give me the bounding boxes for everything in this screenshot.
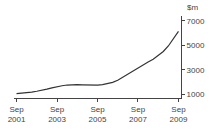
svg-text:5000: 5000 (187, 41, 205, 50)
svg-text:$m: $m (187, 3, 198, 12)
svg-text:Sep2009: Sep2009 (170, 105, 188, 124)
svg-text:3000: 3000 (187, 66, 205, 75)
svg-text:Sep2001: Sep2001 (8, 105, 26, 124)
svg-text:Sep2003: Sep2003 (48, 105, 66, 124)
svg-text:Sep2005: Sep2005 (89, 105, 107, 124)
svg-text:Sep2007: Sep2007 (129, 105, 147, 124)
svg-text:7000: 7000 (187, 17, 205, 26)
svg-text:1000: 1000 (187, 90, 205, 99)
